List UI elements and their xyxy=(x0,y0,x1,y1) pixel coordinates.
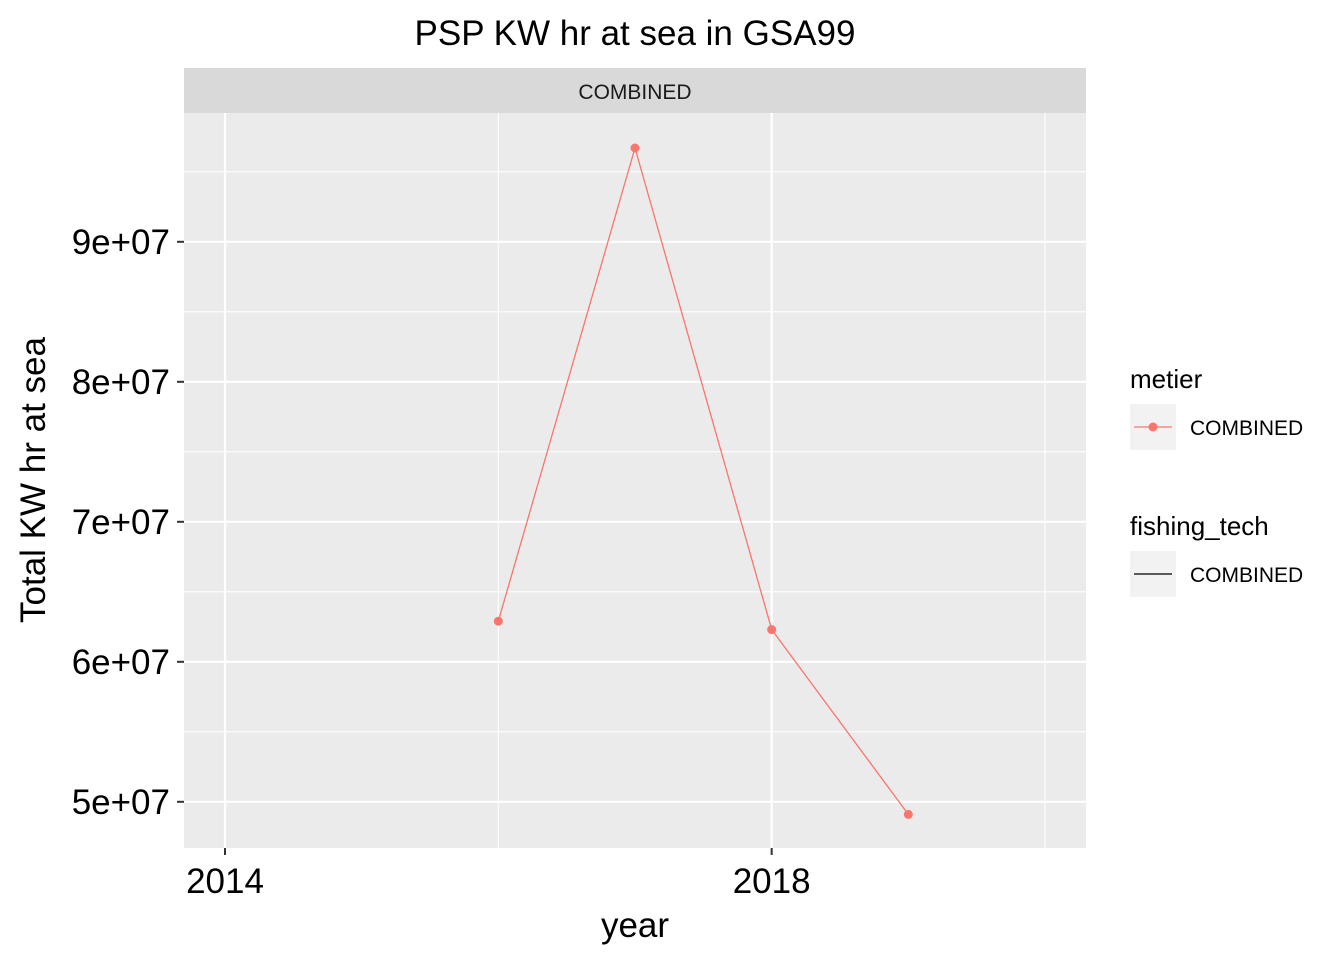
legend-group: fishing_tech COMBINED xyxy=(1130,511,1303,597)
x-tick-label: 2014 xyxy=(186,862,264,901)
legend-key-point xyxy=(1148,422,1158,432)
plot-panel xyxy=(184,113,1086,848)
grid-lines xyxy=(184,113,1086,848)
y-tick-label: 8e+07 xyxy=(72,363,170,402)
data-point xyxy=(630,143,640,153)
axis-tick-labels: 2014 2018 5e+07 6e+07 7e+07 8e+07 9e+07 xyxy=(72,223,811,901)
legend: metier COMBINED fishing_tech COMBINED xyxy=(1130,364,1303,597)
legend-title: metier xyxy=(1130,364,1203,394)
data-point xyxy=(493,616,503,626)
y-tick-label: 5e+07 xyxy=(72,783,170,822)
y-tick-label: 6e+07 xyxy=(72,643,170,682)
facet-strip-label: COMBINED xyxy=(578,81,691,104)
legend-label: COMBINED xyxy=(1190,564,1303,587)
data-point xyxy=(767,625,777,635)
y-tick-label: 9e+07 xyxy=(72,223,170,262)
data-point xyxy=(903,809,913,819)
legend-group: metier COMBINED xyxy=(1130,364,1303,450)
x-axis-title: year xyxy=(601,906,669,945)
chart-title: PSP KW hr at sea in GSA99 xyxy=(415,14,856,53)
x-tick-label: 2018 xyxy=(733,862,811,901)
y-axis-title: Total KW hr at sea xyxy=(14,336,53,622)
legend-title: fishing_tech xyxy=(1130,511,1269,541)
series-layer xyxy=(493,143,913,819)
series-line xyxy=(497,145,909,815)
legend-label: COMBINED xyxy=(1190,417,1303,440)
y-tick-label: 7e+07 xyxy=(72,503,170,542)
facet-strip xyxy=(184,68,1086,113)
